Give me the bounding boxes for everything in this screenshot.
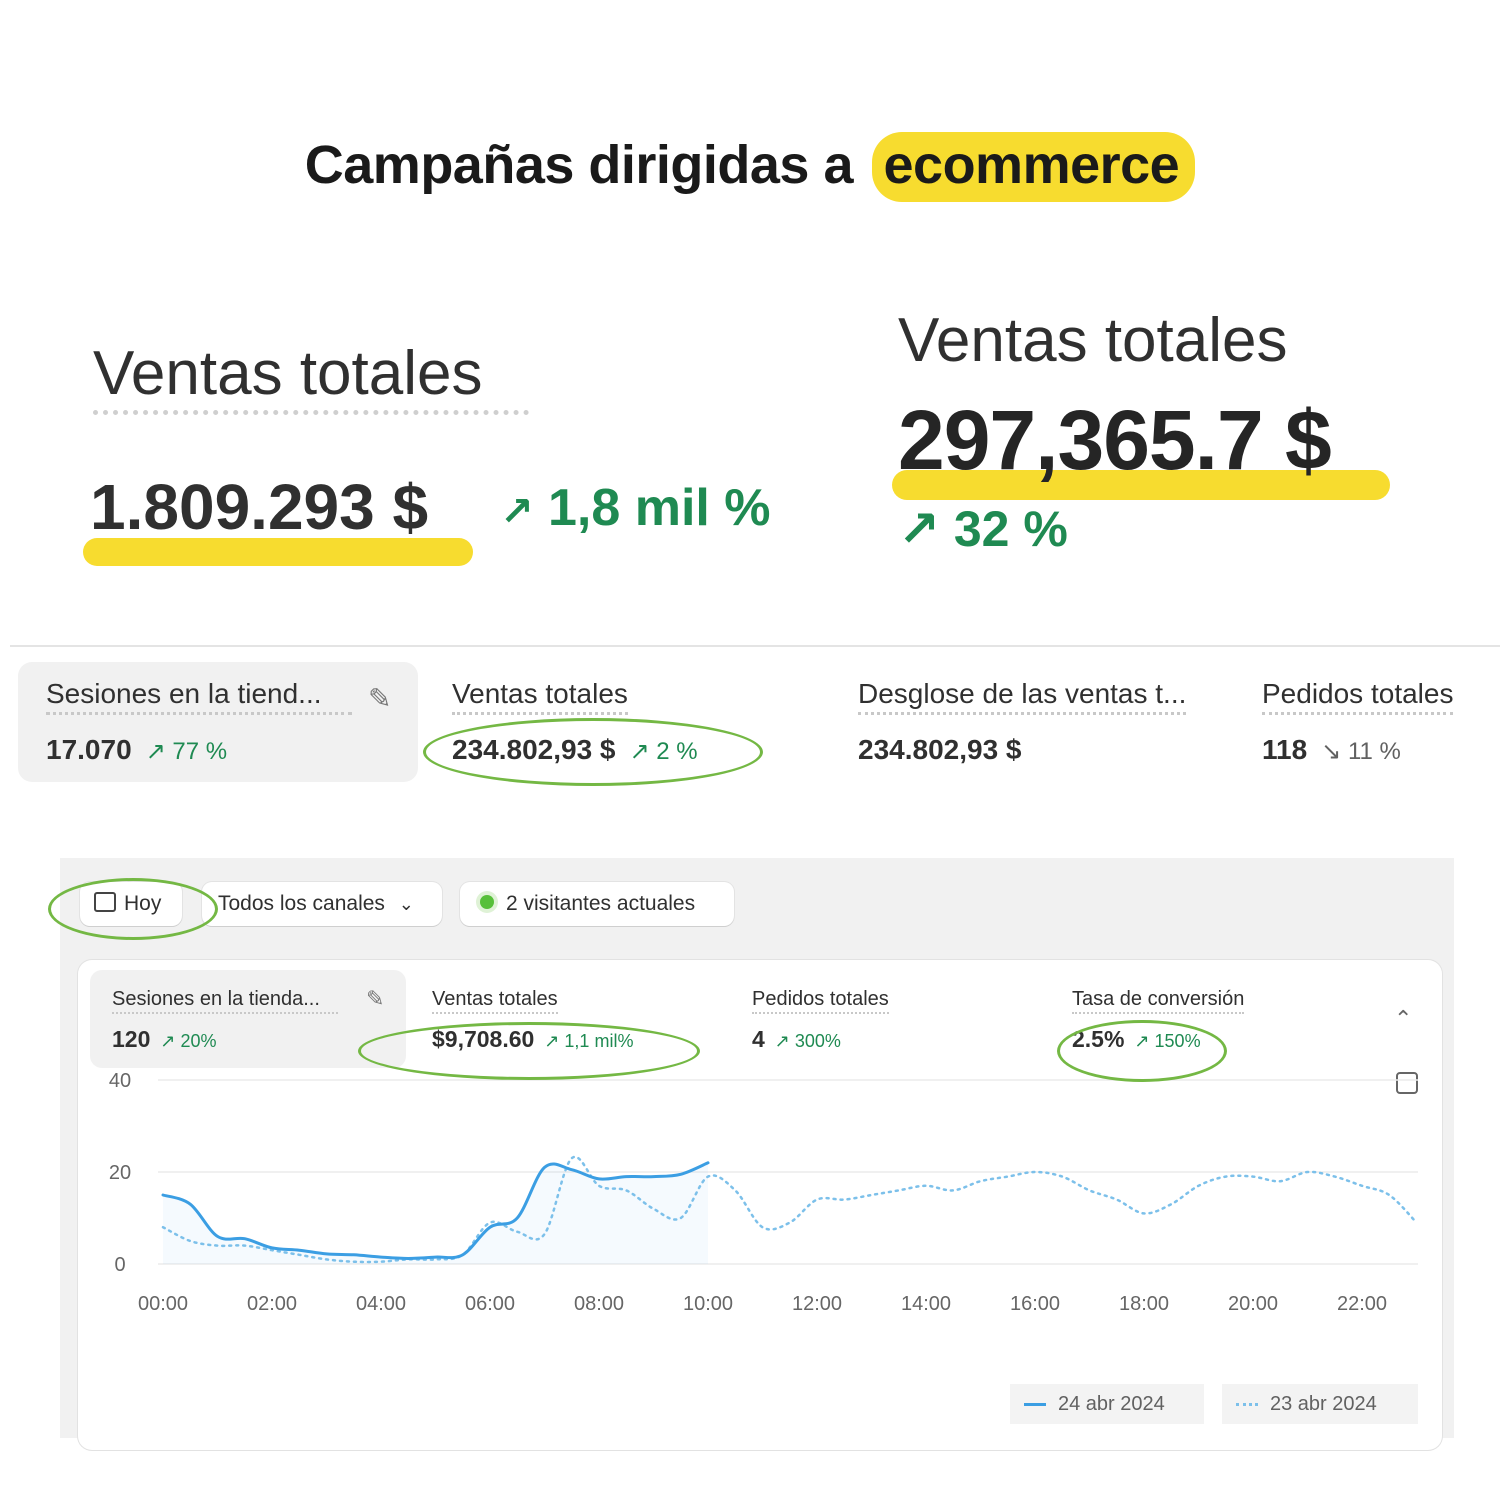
metric-card-delta-value: 77 % <box>172 738 228 765</box>
metric-card-delta: ↗ 77 % <box>145 738 228 765</box>
dash-metric-delta-value: 20% <box>180 1031 217 1051</box>
big-metric-a-highlight <box>83 538 473 566</box>
legend-label: 24 abr 2024 <box>1058 1393 1165 1415</box>
metric-card-sales-breakdown[interactable]: Desglose de las ventas t... 234.802,93 $ <box>838 662 1238 782</box>
x-tick-label: 18:00 <box>1119 1293 1169 1315</box>
headline-highlight: ecommerce <box>871 132 1196 202</box>
series-line-previous <box>161 1155 1418 1264</box>
channel-filter-label: Todos los canales <box>218 892 385 915</box>
y-tick-label: 40 <box>109 1070 131 1092</box>
x-tick-label: 06:00 <box>465 1293 515 1315</box>
legend-dotted-line-icon <box>1236 1403 1258 1407</box>
metric-card-value-text: 17.070 <box>46 734 132 765</box>
metric-strip-divider <box>10 645 1500 647</box>
x-tick-label: 12:00 <box>792 1293 842 1315</box>
metric-card-value: 118 ↘ 11 % <box>1262 734 1401 766</box>
big-metric-a-label: Ventas totales <box>93 339 483 408</box>
annotation-circle <box>48 878 218 940</box>
pencil-icon[interactable]: ✎ <box>366 986 385 1011</box>
x-tick-label: 14:00 <box>901 1293 951 1315</box>
dash-metric-delta-value: 300% <box>794 1031 841 1051</box>
x-tick-label: 16:00 <box>1010 1293 1060 1315</box>
arrow-up-right-icon: ↗ <box>500 490 534 534</box>
metric-card-label: Desglose de las ventas t... <box>858 678 1187 715</box>
status-dot-icon <box>480 895 494 910</box>
big-metric-b-value: 297,365.7 $ <box>898 393 1332 487</box>
x-tick-label: 02:00 <box>247 1293 297 1315</box>
dash-metric-delta: ↗ 300% <box>774 1031 841 1051</box>
big-metric-b-highlight <box>892 470 1390 500</box>
arrow-up-right-icon: ↗ <box>898 501 940 557</box>
legend-item-current[interactable]: 24 abr 2024 <box>1010 1384 1204 1424</box>
big-metric-a-value: 1.809.293 $ <box>90 471 429 543</box>
metric-card-label: Ventas totales <box>452 678 628 715</box>
series-area-fill <box>163 1162 708 1264</box>
dash-metric-label: Ventas totales <box>432 988 558 1014</box>
y-tick-label: 20 <box>109 1162 131 1184</box>
x-tick-label: 10:00 <box>683 1293 733 1315</box>
metric-card-delta-value: 11 % <box>1347 738 1401 765</box>
dashboard-panel: Hoy Todos los canales ⌄ 2 visitantes act… <box>60 858 1454 1450</box>
pencil-icon[interactable]: ✎ <box>368 683 392 714</box>
x-tick-label: 00:00 <box>138 1293 188 1315</box>
metric-card-value: 234.802,93 $ <box>858 734 1022 765</box>
dash-metric-label: Tasa de conversión <box>1072 988 1245 1014</box>
search-report-icon[interactable] <box>1396 1072 1418 1094</box>
x-tick-label: 08:00 <box>574 1293 624 1315</box>
big-metric-b-delta-value: 32 % <box>953 501 1068 557</box>
metric-card-delta: ↘ 11 % <box>1321 738 1401 765</box>
series-line-current <box>161 1161 710 1260</box>
metric-card-orders[interactable]: Pedidos totales 118 ↘ 11 % <box>1244 662 1500 782</box>
dash-metric-delta: ↗ 20% <box>160 1031 217 1051</box>
dash-metric-value: 4 ↗ 300% <box>752 1026 841 1053</box>
legend-solid-line-icon <box>1024 1403 1046 1407</box>
dash-metric-value-text: 4 <box>752 1026 765 1052</box>
y-tick-label: 0 <box>114 1254 125 1276</box>
dash-metric-label: Pedidos totales <box>752 988 889 1014</box>
metric-card-label: Sesiones en la tiend... <box>46 678 352 715</box>
chevron-down-icon: ⌄ <box>398 894 414 914</box>
big-metric-b-delta: ↗ 32 % <box>898 500 1068 558</box>
live-visitors-label: 2 visitantes actuales <box>506 892 696 915</box>
big-metric-b-label: Ventas totales <box>898 306 1288 375</box>
metric-card-value: 17.070 ↗ 77 % <box>46 734 227 766</box>
sessions-line-chart: 40 20 0 00:00 02:00 04:00 06:00 08:00 10:00 12:00… <box>109 1070 1418 1315</box>
x-tick-label: 04:00 <box>356 1293 406 1315</box>
annotation-circle <box>358 1022 700 1080</box>
x-tick-label: 22:00 <box>1337 1293 1387 1315</box>
metric-card-label: Pedidos totales <box>1262 678 1454 715</box>
headline-text: Campañas dirigidas a <box>304 135 854 195</box>
dash-metric-orders[interactable]: Pedidos totales 4 ↗ 300% <box>738 970 1038 1068</box>
metric-card-value-text: 118 <box>1262 734 1308 765</box>
headline: Campañas dirigidas a ecommerce <box>0 132 1500 202</box>
chevron-up-icon[interactable]: ⌃ <box>1394 1006 1413 1031</box>
analytics-card: Sesiones en la tienda... ✎ 120 ↗ 20% Vent… <box>78 960 1442 1450</box>
live-visitors-button[interactable]: 2 visitantes actuales <box>460 882 734 926</box>
dash-metric-label: Sesiones en la tienda... <box>112 988 338 1014</box>
big-metric-a-delta-value: 1,8 mil % <box>547 479 771 537</box>
channel-filter-dropdown[interactable]: Todos los canales ⌄ <box>202 882 442 926</box>
dash-metric-value: 120 ↗ 20% <box>112 1026 217 1053</box>
legend-item-previous[interactable]: 23 abr 2024 <box>1222 1384 1418 1424</box>
annotation-circle <box>1057 1020 1227 1082</box>
big-metric-a-dotted-underline <box>93 410 529 415</box>
x-tick-label: 20:00 <box>1228 1293 1278 1315</box>
dash-metric-value-text: 120 <box>112 1026 151 1052</box>
legend-label: 23 abr 2024 <box>1270 1393 1377 1415</box>
annotation-circle <box>423 718 763 786</box>
big-metric-a-delta: ↗ 1,8 mil % <box>500 478 771 538</box>
dash-metric-sessions[interactable]: Sesiones en la tienda... ✎ 120 ↗ 20% <box>90 970 406 1068</box>
metric-card-sessions[interactable]: Sesiones en la tiend... ✎ 17.070 ↗ 77 % <box>18 662 418 782</box>
